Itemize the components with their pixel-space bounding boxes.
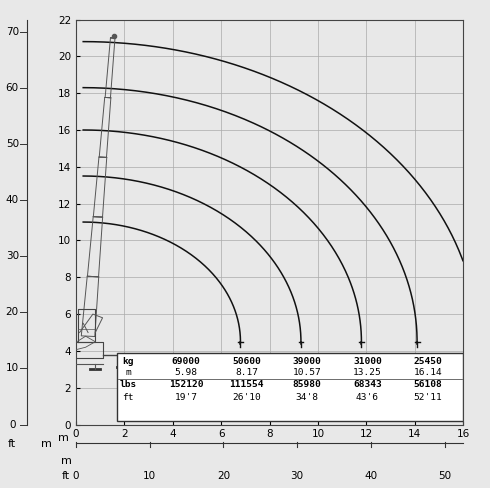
Text: 10.57: 10.57 xyxy=(293,368,321,377)
Text: 30: 30 xyxy=(291,471,304,481)
Text: 85980: 85980 xyxy=(293,381,321,389)
Text: 20: 20 xyxy=(217,471,230,481)
Text: 152120: 152120 xyxy=(169,381,203,389)
Text: 40: 40 xyxy=(6,195,19,205)
Text: m: m xyxy=(61,456,72,466)
Text: ft: ft xyxy=(8,439,16,449)
Text: 68343: 68343 xyxy=(353,381,382,389)
Text: 16.14: 16.14 xyxy=(414,368,442,377)
Text: 39000: 39000 xyxy=(293,357,321,366)
Text: 50: 50 xyxy=(6,139,19,149)
Text: 0: 0 xyxy=(73,471,79,481)
Text: 10: 10 xyxy=(143,471,156,481)
Text: ft: ft xyxy=(122,393,134,402)
Text: m: m xyxy=(58,433,69,443)
Text: 31000: 31000 xyxy=(353,357,382,366)
Text: 111554: 111554 xyxy=(229,381,264,389)
Text: 19'7: 19'7 xyxy=(174,393,197,402)
Text: 20: 20 xyxy=(6,307,19,317)
Text: lbs: lbs xyxy=(120,381,137,389)
Text: 26'10: 26'10 xyxy=(232,393,261,402)
Text: 50: 50 xyxy=(438,471,451,481)
Text: 56108: 56108 xyxy=(414,381,442,389)
Text: 5.98: 5.98 xyxy=(174,368,197,377)
Text: 10: 10 xyxy=(6,364,19,373)
Text: 69000: 69000 xyxy=(172,357,200,366)
Text: m: m xyxy=(41,439,52,449)
Text: 43'6: 43'6 xyxy=(356,393,379,402)
Text: 8.17: 8.17 xyxy=(235,368,258,377)
Text: kg: kg xyxy=(122,357,134,366)
Text: 0: 0 xyxy=(9,420,16,429)
Text: 40: 40 xyxy=(365,471,377,481)
Text: m: m xyxy=(125,368,131,377)
Text: 25450: 25450 xyxy=(414,357,442,366)
Text: 13.25: 13.25 xyxy=(353,368,382,377)
Text: 52'11: 52'11 xyxy=(414,393,442,402)
Text: ft: ft xyxy=(62,471,70,481)
Text: 70: 70 xyxy=(6,27,19,37)
Text: 34'8: 34'8 xyxy=(295,393,318,402)
Text: 60: 60 xyxy=(6,83,19,93)
Text: 30: 30 xyxy=(6,251,19,261)
Text: 50600: 50600 xyxy=(232,357,261,366)
Bar xyxy=(117,353,463,421)
